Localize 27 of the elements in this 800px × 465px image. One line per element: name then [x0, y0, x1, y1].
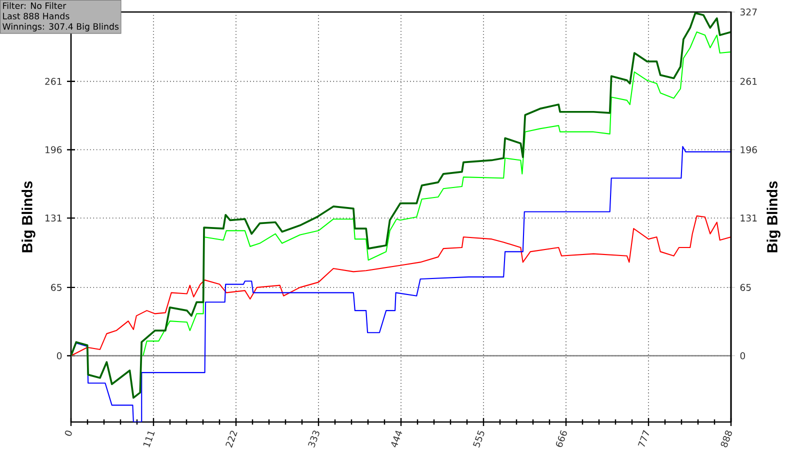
y2-tick-label: 196: [740, 146, 757, 154]
x-tick-label: 666: [556, 430, 567, 447]
y2-tick-label: 131: [740, 214, 757, 222]
text: Last 888 Hands: [3, 12, 70, 20]
annotation: Winnings: 307.4 Big Blinds: [2, 23, 119, 32]
x-tick-label: 444: [391, 430, 402, 448]
y-tick-label: 261: [45, 78, 62, 85]
y-axis-title: Big Blinds: [22, 181, 36, 252]
x-tick-label: 888: [720, 430, 732, 448]
line-series: [71, 215, 732, 356]
x-tick-label: 333: [308, 430, 320, 448]
x-tick-label: 555: [472, 430, 484, 448]
line-series: [142, 31, 732, 356]
y-tick-label: 131: [46, 214, 62, 222]
text: Filter: No Filter: [3, 2, 66, 9]
y-tick-label: 196: [46, 146, 62, 154]
y2-tick-label: 0: [740, 352, 746, 360]
x-tick-label: 111: [143, 431, 155, 448]
x-tick-label: 0: [64, 430, 72, 436]
x-tick-label: 222: [226, 430, 238, 448]
y-tick-label: 0: [56, 352, 62, 360]
y2-tick-label: 261: [740, 78, 757, 85]
y2-tick-label: 327: [740, 8, 757, 16]
x-tick-label: 777: [638, 430, 649, 447]
y2-tick-label: 65: [740, 284, 751, 291]
y-tick-label: 65: [51, 284, 62, 291]
y2-axis-title: Big Blinds: [766, 181, 780, 252]
